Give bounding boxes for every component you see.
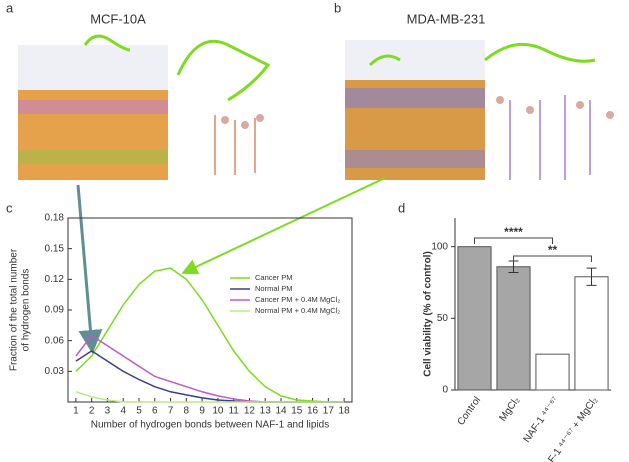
- x-tick-label: 17: [323, 406, 335, 417]
- x-tick-label: 12: [244, 406, 256, 417]
- bar: [496, 266, 531, 391]
- panel-label: c: [6, 200, 13, 215]
- x-tick-label: 2: [89, 406, 95, 417]
- y-tick-label: 0.09: [45, 305, 65, 316]
- y-tick-label: 0.06: [45, 335, 65, 346]
- membrane-render-a: [18, 34, 271, 180]
- image-title: MDA-MB-231: [407, 11, 486, 26]
- y-tick-label: 0.03: [45, 366, 65, 377]
- bar: [535, 353, 570, 391]
- arrow: [76, 184, 103, 354]
- error-bar: [586, 267, 597, 286]
- significance-bracket: [474, 237, 553, 244]
- significance-label: **: [548, 243, 558, 257]
- x-tick-label: 8: [184, 406, 190, 417]
- legend-label: Normal PM + 0.4M MgCl₂: [255, 306, 340, 315]
- x-tick-label: 13: [260, 406, 272, 417]
- x-tick-label: 4: [120, 406, 126, 417]
- y-tick-label: 0: [442, 385, 448, 396]
- y-axis-label: of hydrogen bonds: [21, 269, 32, 352]
- panel-label: a: [6, 0, 14, 15]
- x-tick-label: NAF-1 ⁴⁴⁻⁶⁷: [522, 395, 562, 445]
- significance-bracket: [513, 255, 592, 262]
- x-tick-label: 9: [199, 406, 205, 417]
- image-title: MCF-10A: [90, 11, 146, 26]
- x-tick-label: 6: [152, 406, 158, 417]
- x-tick-label: 14: [275, 406, 287, 417]
- x-tick-label: 18: [339, 406, 351, 417]
- x-tick-label: Control: [456, 395, 484, 428]
- panel-label: b: [334, 0, 341, 15]
- series-line: [75, 334, 345, 403]
- x-tick-label: 15: [291, 406, 303, 417]
- panel-label: d: [398, 200, 405, 215]
- x-tick-label: 11: [228, 406, 239, 417]
- x-tick-label: 10: [212, 406, 224, 417]
- x-tick-label: 3: [105, 406, 111, 417]
- arrow: [181, 177, 386, 275]
- significance-label: ****: [504, 225, 523, 239]
- x-tick-label: MgCl₂: [497, 395, 522, 424]
- bar: [574, 276, 609, 391]
- x-tick-label: 7: [168, 406, 174, 417]
- bar: [457, 246, 492, 391]
- y-tick-label: 50: [437, 313, 449, 324]
- y-tick-label: 0.15: [45, 243, 65, 254]
- y-axis-label: Fraction of the total number: [9, 248, 20, 371]
- y-tick-label: 0.18: [45, 213, 65, 224]
- series-line: [75, 267, 345, 403]
- y-tick-label: 100: [431, 241, 448, 252]
- y-tick-label: 0.12: [45, 274, 65, 285]
- legend-label: Normal PM: [255, 284, 293, 293]
- series-line: [75, 391, 345, 403]
- x-tick-label: 5: [136, 406, 142, 417]
- legend-label: Cancer PM: [255, 273, 293, 282]
- membrane-render-b: [345, 40, 614, 180]
- x-tick-label: 16: [307, 406, 319, 417]
- x-axis-label: Number of hydrogen bonds between NAF-1 a…: [91, 420, 329, 431]
- y-axis-label: Cell viability (% of control): [423, 251, 434, 377]
- legend-label: Cancer PM + 0.4M MgCl₂: [255, 295, 340, 304]
- x-tick-label: 1: [73, 406, 79, 417]
